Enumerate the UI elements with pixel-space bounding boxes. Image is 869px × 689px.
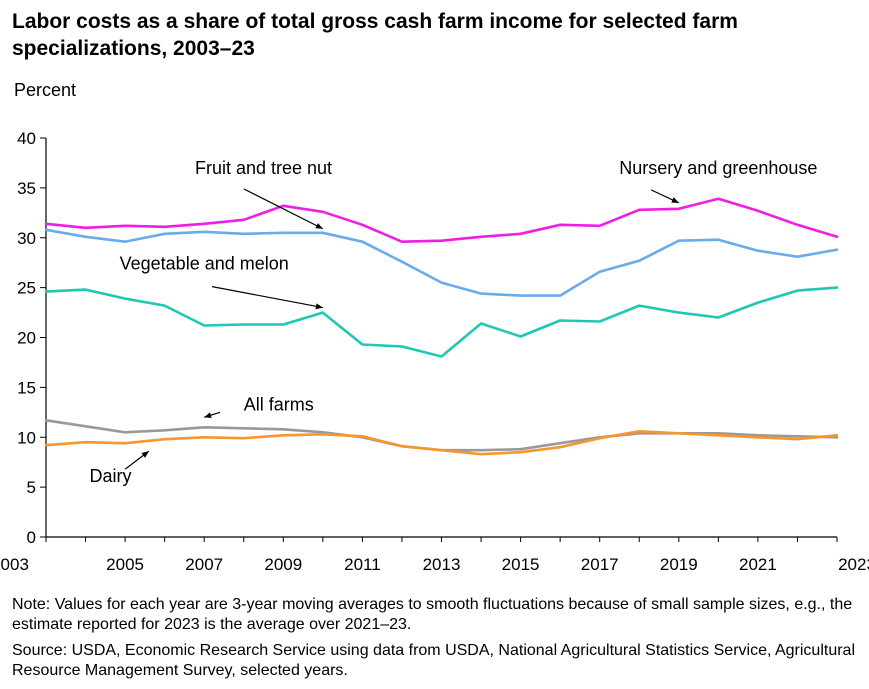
chart-title: Labor costs as a share of total gross ca… bbox=[12, 10, 738, 60]
x-tick-label: 2009 bbox=[264, 555, 302, 574]
y-tick-label: 0 bbox=[27, 528, 36, 547]
series-label-nursery-and-greenhouse: Nursery and greenhouse bbox=[619, 158, 817, 178]
annotation-arrow-all-farms bbox=[204, 411, 221, 419]
annotation-arrow-fruit-and-tree-nut bbox=[243, 188, 324, 230]
annotation-arrow-dairy bbox=[124, 450, 150, 470]
series-line-fruit-and-tree-nut bbox=[44, 228, 839, 297]
chart-note: Note: Values for each year are 3-year mo… bbox=[12, 596, 853, 633]
y-tick-label: 30 bbox=[17, 229, 36, 248]
series-label-all-farms: All farms bbox=[244, 394, 314, 414]
annotations: Fruit and tree nut Nursery and greenhouse… bbox=[90, 158, 818, 486]
y-tick-label: 35 bbox=[17, 179, 36, 198]
series-line-nursery-and-greenhouse bbox=[44, 197, 839, 243]
y-tick-label: 25 bbox=[17, 279, 36, 298]
series-lines bbox=[44, 197, 839, 456]
x-tick-label: 2023 bbox=[838, 555, 869, 574]
chart-source: Source: USDA, Economic Research Service … bbox=[12, 642, 856, 679]
y-tick-label: 20 bbox=[17, 329, 36, 348]
x-tick-label: 2017 bbox=[581, 555, 619, 574]
x-tick-label: 2011 bbox=[344, 555, 381, 574]
series-label-fruit-and-tree-nut: Fruit and tree nut bbox=[195, 158, 332, 178]
x-tick-label: 2021 bbox=[739, 555, 777, 574]
series-line-vegetable-and-melon bbox=[44, 286, 839, 358]
x-tick-label: 2015 bbox=[502, 555, 540, 574]
y-axis-label: Percent bbox=[14, 80, 77, 100]
annotation-arrow-vegetable-and-melon bbox=[211, 286, 323, 310]
x-tick-label: 2019 bbox=[660, 555, 698, 574]
x-tick-label: 2007 bbox=[185, 555, 223, 574]
series-label-dairy: Dairy bbox=[90, 466, 132, 486]
y-tick-label: 10 bbox=[17, 428, 36, 447]
y-tick-label: 40 bbox=[17, 129, 36, 148]
y-tick-label: 5 bbox=[27, 478, 36, 497]
x-tick-label: 2003 bbox=[0, 555, 29, 574]
axes: 0 5 10 15 20 25 30 35 40 2003 2005 2007 2009 2011 2013… bbox=[0, 129, 869, 574]
y-tick-label: 15 bbox=[17, 378, 36, 397]
x-tick-label: 2005 bbox=[106, 555, 144, 574]
series-label-vegetable-and-melon: Vegetable and melon bbox=[120, 254, 289, 274]
annotation-arrow-nursery-and-greenhouse bbox=[650, 189, 680, 204]
series-line-dairy bbox=[44, 429, 839, 456]
x-tick-label: 2013 bbox=[423, 555, 461, 574]
